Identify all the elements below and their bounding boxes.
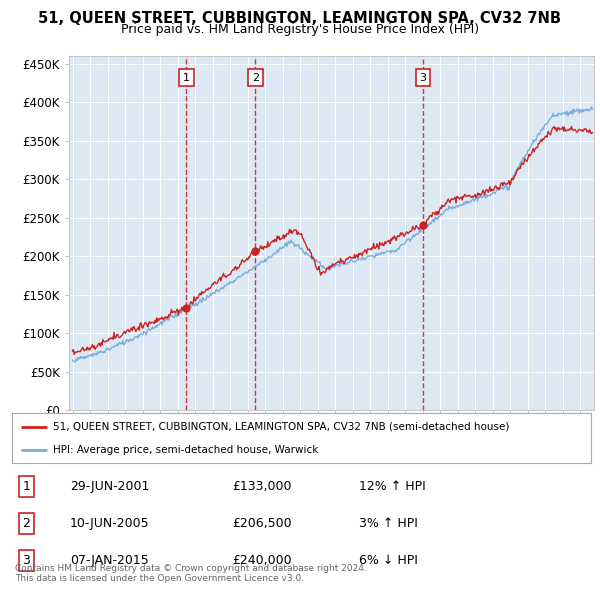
- Text: 1: 1: [23, 480, 31, 493]
- Text: 12% ↑ HPI: 12% ↑ HPI: [359, 480, 426, 493]
- Text: 10-JUN-2005: 10-JUN-2005: [70, 517, 149, 530]
- Text: 07-JAN-2015: 07-JAN-2015: [70, 554, 149, 567]
- Text: HPI: Average price, semi-detached house, Warwick: HPI: Average price, semi-detached house,…: [53, 445, 318, 455]
- Text: 2: 2: [252, 73, 259, 83]
- Text: £240,000: £240,000: [232, 554, 292, 567]
- Text: £206,500: £206,500: [232, 517, 292, 530]
- Text: Price paid vs. HM Land Registry's House Price Index (HPI): Price paid vs. HM Land Registry's House …: [121, 23, 479, 36]
- Text: 51, QUEEN STREET, CUBBINGTON, LEAMINGTON SPA, CV32 7NB: 51, QUEEN STREET, CUBBINGTON, LEAMINGTON…: [38, 11, 562, 25]
- Text: 3: 3: [419, 73, 427, 83]
- Text: Contains HM Land Registry data © Crown copyright and database right 2024.
This d: Contains HM Land Registry data © Crown c…: [15, 563, 367, 583]
- Text: 3% ↑ HPI: 3% ↑ HPI: [359, 517, 418, 530]
- Text: 1: 1: [183, 73, 190, 83]
- Text: £133,000: £133,000: [232, 480, 292, 493]
- Text: 51, QUEEN STREET, CUBBINGTON, LEAMINGTON SPA, CV32 7NB (semi-detached house): 51, QUEEN STREET, CUBBINGTON, LEAMINGTON…: [53, 421, 509, 431]
- Text: 6% ↓ HPI: 6% ↓ HPI: [359, 554, 418, 567]
- Text: 3: 3: [23, 554, 31, 567]
- Text: 2: 2: [23, 517, 31, 530]
- Text: 29-JUN-2001: 29-JUN-2001: [70, 480, 149, 493]
